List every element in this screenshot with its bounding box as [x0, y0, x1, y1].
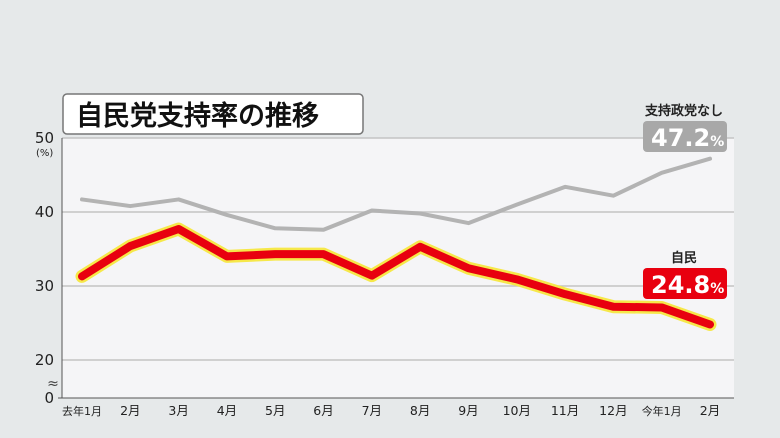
- svg-text:≈: ≈: [47, 376, 59, 392]
- plot-area: [62, 138, 734, 398]
- x-tick-label: 去年1月: [62, 404, 102, 418]
- chart-title-box: 自民党支持率の推移: [62, 93, 364, 135]
- y-axis-unit: (%): [36, 148, 53, 159]
- x-tick-label: 6月: [313, 403, 333, 418]
- x-tick-label: 2月: [700, 403, 720, 418]
- x-tick-label: 2月: [120, 403, 140, 418]
- y-axis-break-icon: ≈: [47, 376, 59, 392]
- x-tick-label: 4月: [217, 403, 237, 418]
- x-tick-label: 8月: [410, 403, 430, 418]
- x-tick-label: 11月: [551, 403, 579, 418]
- x-tick-label: 10月: [503, 403, 531, 418]
- x-tick-label: 3月: [168, 403, 188, 418]
- x-tick-label: 今年1月: [642, 404, 682, 418]
- y-tick-label: 30: [35, 277, 54, 295]
- x-tick-label: 5月: [265, 403, 285, 418]
- x-tick-label: 9月: [458, 403, 478, 418]
- y-tick-label: 40: [35, 203, 54, 221]
- series-line-jimin: [78, 225, 714, 329]
- y-tick-label: 50: [35, 129, 54, 147]
- end-value-badge: [643, 268, 727, 299]
- chart-title: 自民党支持率の推移: [76, 100, 319, 132]
- series-name-label: 支持政党なし: [644, 103, 723, 119]
- y-tick-label: 20: [35, 351, 54, 369]
- x-tick-label: 7月: [362, 403, 382, 418]
- end-value-unit: %: [710, 281, 724, 297]
- y-tick-label: 0: [44, 389, 54, 407]
- series-line-no-party: [80, 156, 712, 232]
- x-axis: 去年1月 2月 3月 4月 5月 6月 7月 8月 9月 10月 11月 12月 今年1月 2月: [62, 403, 720, 418]
- y-axis: 0 20 30 40 50: [35, 129, 54, 407]
- end-value-badge: [643, 121, 727, 152]
- x-tick-label: 12月: [599, 403, 627, 418]
- end-value-unit: %: [710, 134, 724, 150]
- series-name-label: 自民: [671, 250, 697, 266]
- series-layer: [75, 156, 717, 331]
